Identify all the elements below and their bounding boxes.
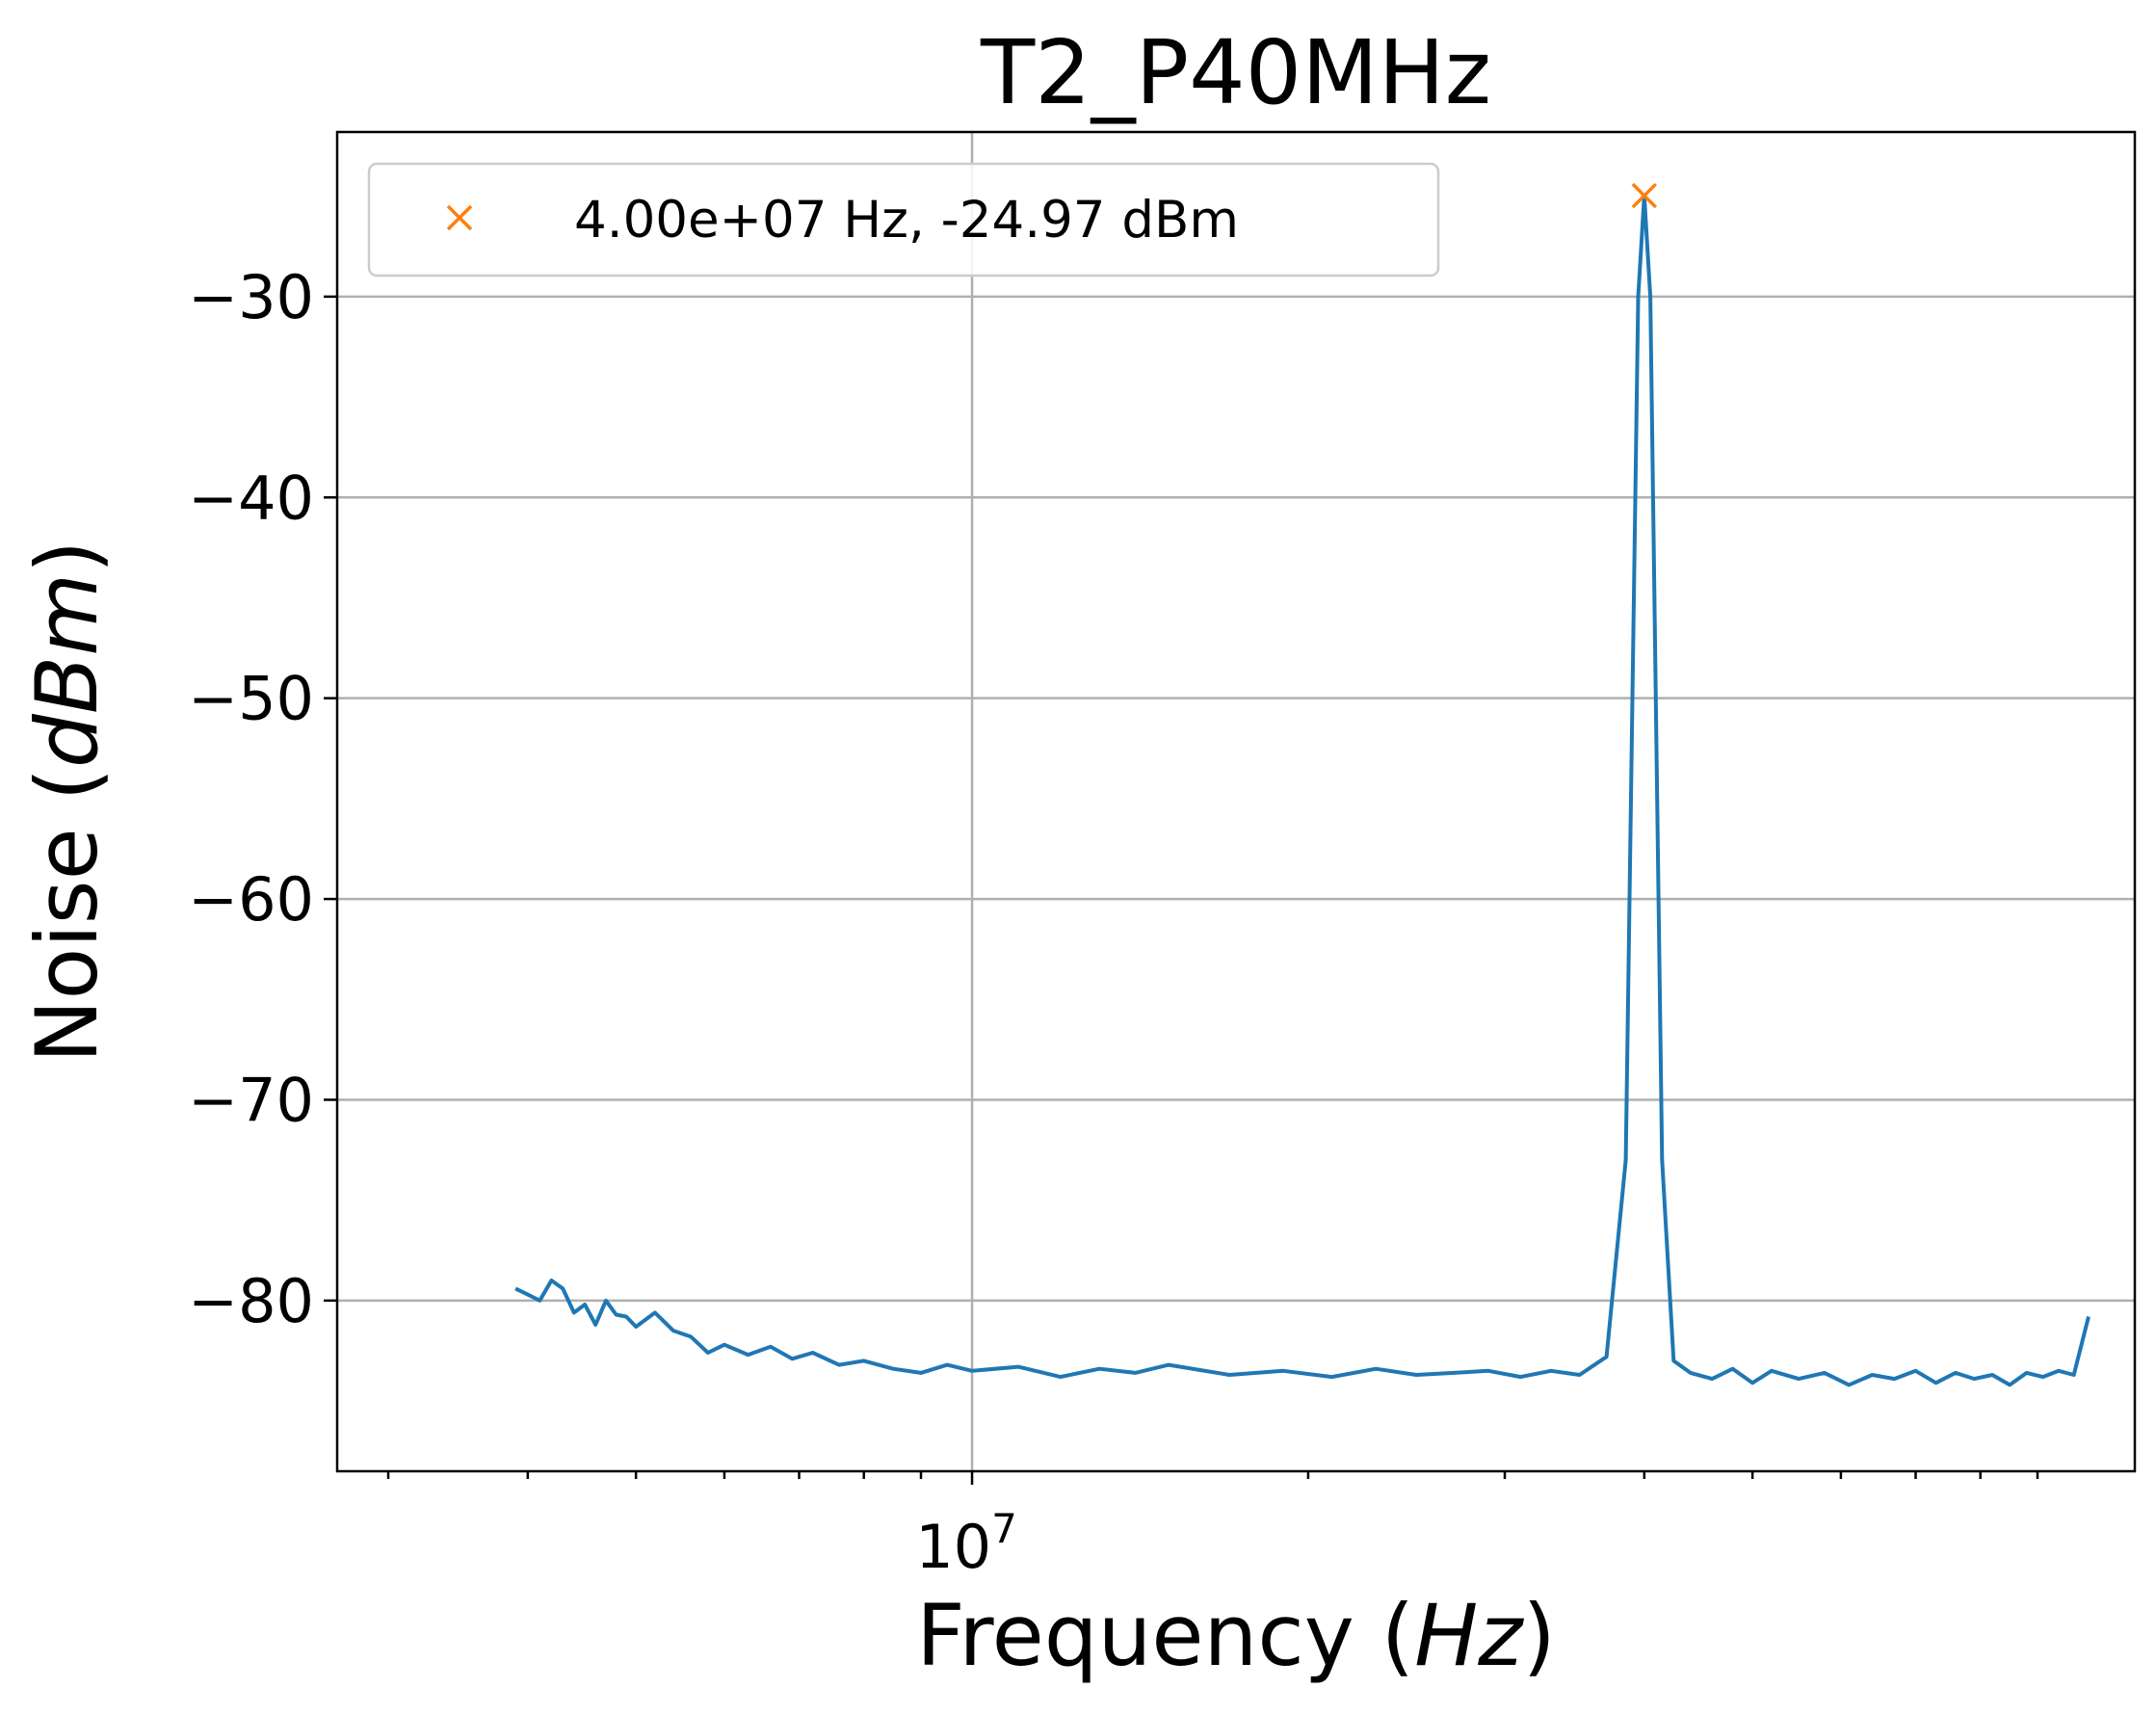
- y-tick-label: −60: [188, 864, 314, 935]
- peak-marker-stroke: [1631, 182, 1658, 209]
- peak-marker-layer: [1631, 182, 1658, 209]
- y-tick-label: −80: [188, 1266, 314, 1336]
- chart-title: T2_P40MHz: [980, 21, 1491, 124]
- legend-box: [367, 162, 1440, 277]
- y-axis-unit: dBm: [17, 573, 117, 768]
- plot-area-frame: [335, 130, 2137, 1473]
- grid: [337, 132, 2135, 1471]
- y-axis-label-text: Noise: [17, 828, 117, 1063]
- x-axis-label-text: Frequency: [916, 1586, 1354, 1685]
- series-layer: [514, 194, 2090, 1387]
- peak-marker-x-icon: [1631, 182, 1658, 209]
- x-axis-unit: Hz: [1414, 1586, 1524, 1685]
- y-tick-label: −70: [188, 1065, 314, 1135]
- legend: 4.00e+07 Hz, -24.97 dBm: [367, 162, 1440, 277]
- legend-label: 4.00e+07 Hz, -24.97 dBm: [574, 191, 1239, 250]
- y-axis-label: Noise (dBm): [17, 541, 117, 1064]
- y-tick-label: −50: [188, 664, 314, 734]
- ticks: −30 −40 −50 −60 −70 −80 107: [188, 262, 2039, 1582]
- legend-marker-x-icon: [446, 204, 473, 231]
- x-axis-label: Frequency (Hz): [916, 1586, 1556, 1685]
- x-tick-label: 107: [915, 1505, 1017, 1582]
- y-tick-label: −30: [188, 262, 314, 332]
- legend-marker-stroke: [446, 204, 473, 231]
- y-tick-label: −40: [188, 462, 314, 533]
- spectrum-line: [514, 194, 2090, 1387]
